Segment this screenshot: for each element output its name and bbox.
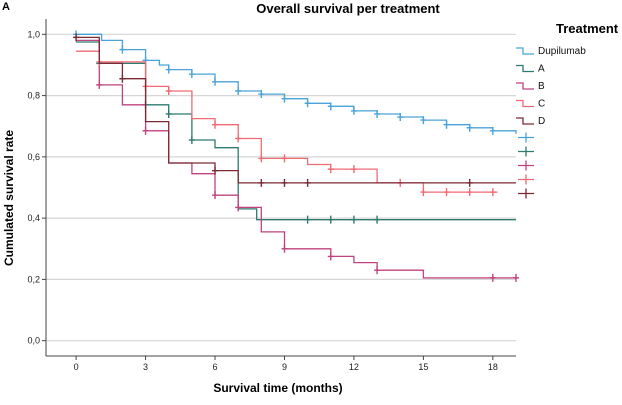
x-tick-label: 12	[349, 362, 359, 372]
series-line	[76, 33, 517, 134]
censor-mark	[281, 178, 288, 187]
censor-mark	[466, 178, 473, 187]
censor-mark	[327, 252, 334, 261]
censor-mark	[281, 94, 288, 103]
censor-mark	[350, 165, 357, 174]
legend-line-swatch	[516, 117, 534, 125]
censor-mark	[258, 90, 265, 99]
censor-mark	[304, 99, 311, 108]
censor-mark	[466, 188, 473, 197]
censor-mark	[212, 77, 219, 86]
censor-mark	[374, 266, 381, 275]
panel-letter: A	[2, 1, 10, 13]
legend-censor-swatch	[518, 146, 534, 157]
series-line	[76, 41, 516, 221]
x-tick-label: 18	[488, 362, 498, 372]
censor-mark	[304, 215, 311, 224]
censor-mark	[397, 113, 404, 122]
series-line	[76, 50, 498, 193]
legend-label: B	[538, 81, 545, 92]
censor-mark	[235, 86, 242, 95]
x-tick-label: 6	[213, 362, 218, 372]
censor-mark	[327, 215, 334, 224]
y-tick-label: 0,4	[27, 213, 40, 223]
censor-mark	[420, 188, 427, 197]
chart-title: Overall survival per treatment	[256, 1, 440, 16]
censor-mark	[165, 65, 172, 74]
x-tick-label: 0	[74, 362, 79, 372]
legend-title: Treatment	[556, 21, 619, 36]
legend-censor-swatch	[518, 188, 534, 199]
censor-mark	[212, 166, 219, 175]
censor-mark	[513, 273, 519, 282]
legend-line-swatch	[516, 99, 534, 108]
censor-mark	[281, 154, 288, 163]
censor-mark	[188, 136, 195, 145]
y-axis-label: Cumulated survival rate	[2, 130, 16, 266]
y-tick-label: 1,0	[27, 29, 40, 39]
x-tick-label: 9	[282, 362, 287, 372]
legend-censor-swatch	[518, 132, 534, 143]
censor-mark	[235, 203, 242, 212]
censor-mark	[165, 109, 172, 118]
censor-mark	[489, 273, 496, 282]
censor-mark	[443, 188, 450, 197]
censor-mark	[374, 109, 381, 118]
x-tick-label: 3	[143, 362, 148, 372]
censor-mark	[466, 123, 473, 132]
censor-mark	[489, 126, 496, 135]
censor-mark	[96, 80, 103, 89]
censor-mark	[258, 178, 265, 187]
legend-censor-swatch	[518, 174, 534, 185]
censor-mark	[212, 191, 219, 200]
censor-mark	[304, 178, 311, 187]
legend-line-swatch	[516, 64, 534, 73]
x-axis-label: Survival time (months)	[213, 381, 342, 395]
legend-label: Dupilumab	[538, 46, 586, 57]
censor-mark	[281, 244, 288, 253]
censor-mark	[327, 165, 334, 174]
legend-line-swatch	[516, 47, 534, 55]
legend-line-swatch	[516, 82, 534, 90]
censor-mark	[165, 86, 172, 95]
censor-mark	[489, 188, 496, 197]
y-tick-label: 0,8	[27, 91, 40, 101]
y-tick-label: 0,2	[27, 274, 40, 284]
censor-mark	[119, 45, 126, 54]
censor-mark	[443, 120, 450, 129]
censor-mark	[119, 74, 126, 83]
legend-label: A	[538, 64, 545, 75]
censor-mark	[258, 154, 265, 163]
legend-label: D	[538, 116, 545, 127]
plot-area: 0,0 0,2 0,4 0,6 0,8 1,0 0 3 6 9 12 15 18	[27, 19, 519, 372]
legend-censor-swatch	[518, 160, 534, 171]
censor-mark	[420, 116, 427, 125]
censor-mark	[142, 126, 149, 135]
series-line	[76, 36, 516, 184]
censor-mark	[73, 33, 80, 42]
x-tick-label: 15	[418, 362, 428, 372]
series-line	[76, 39, 516, 279]
censor-mark	[350, 106, 357, 115]
y-tick-label: 0,0	[27, 336, 40, 346]
censor-mark	[212, 120, 219, 129]
y-tick-label: 0,6	[27, 152, 40, 162]
censor-mark	[188, 70, 195, 79]
censor-mark	[327, 102, 334, 111]
legend-label: C	[538, 99, 545, 110]
censor-mark	[350, 215, 357, 224]
censor-mark	[374, 215, 381, 224]
censor-mark	[235, 134, 242, 143]
